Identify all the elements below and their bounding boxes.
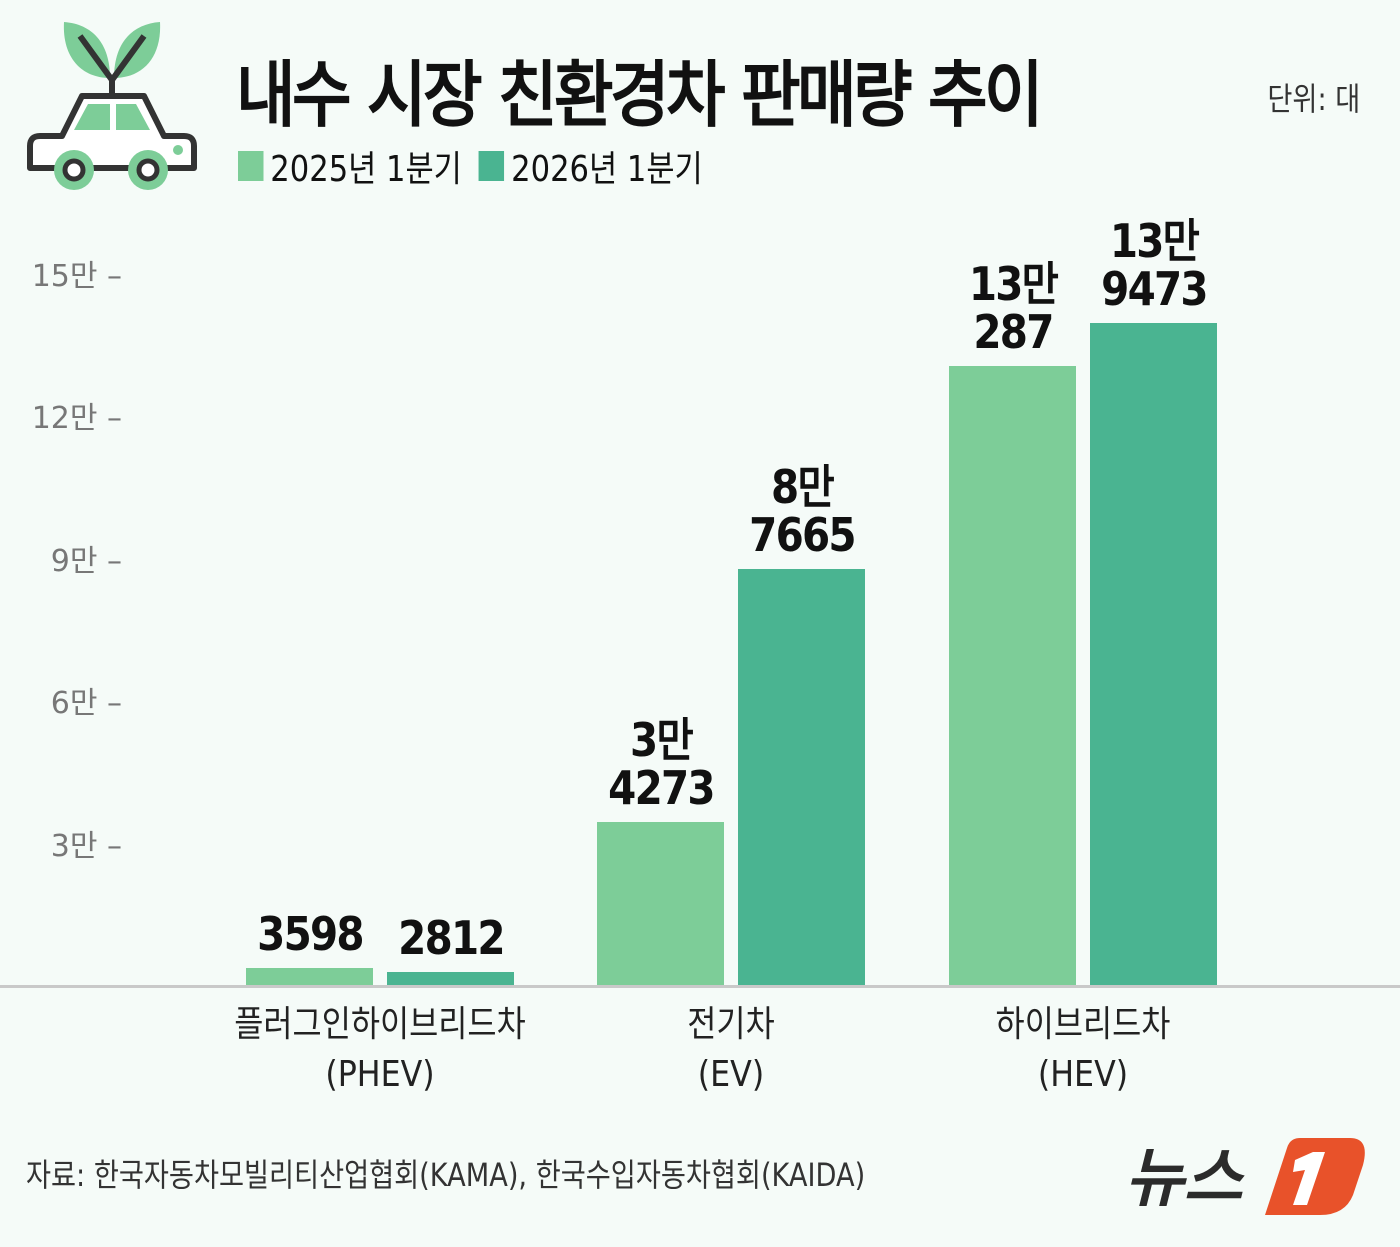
value-label: 3598 <box>210 910 410 958</box>
value-label-line: 8만 <box>770 459 835 514</box>
value-label-line: 9473 <box>1100 261 1208 316</box>
y-tick-label: 6만 – <box>50 686 122 721</box>
value-label-line: 3만 <box>629 713 694 768</box>
source-note: 자료: 한국자동차모빌리티산업협회(KAMA), 한국수입자동차협회(KAIDA… <box>26 1156 866 1194</box>
y-tick-label: 12만 – <box>31 401 122 436</box>
unit-label: 단위: 대 <box>1267 80 1360 118</box>
category-label-line: (PHEV) <box>325 1054 435 1095</box>
value-label-line: 7665 <box>748 507 856 562</box>
value-label: 3만 4273 <box>561 716 761 812</box>
category-label: 전기차 (EV) <box>555 1000 907 1100</box>
legend-swatch-2026 <box>478 151 505 181</box>
value-label-line: 287 <box>972 305 1054 360</box>
news1-logo: 뉴스 <box>1125 1138 1365 1216</box>
y-tick-label: 9만 – <box>50 543 122 579</box>
value-label-line: 13만 <box>1109 213 1199 268</box>
value-label-line: 3598 <box>256 906 364 961</box>
svg-text:뉴스: 뉴스 <box>1125 1142 1245 1216</box>
legend-label: 2025년 1분기 <box>270 149 462 190</box>
legend-item-2025: 2025년 1분기 <box>238 140 462 192</box>
category-label-line: (HEV) <box>1037 1054 1129 1095</box>
legend-label: 2026년 1분기 <box>511 149 703 190</box>
legend-swatch-2025 <box>238 151 264 181</box>
value-label-line: 2812 <box>397 910 505 965</box>
category-label: 하이브리드차 (HEV) <box>907 1000 1259 1100</box>
value-label: 13만 9473 <box>1054 217 1254 313</box>
value-label: 2812 <box>351 914 551 962</box>
bar-2025 <box>949 366 1076 985</box>
baseline-band <box>0 985 1400 1247</box>
legend: 2025년 1분기 2026년 1분기 <box>238 140 720 192</box>
legend-item-2026: 2026년 1분기 <box>478 140 703 192</box>
category-label-line: (EV) <box>697 1054 765 1095</box>
bar-2026 <box>738 568 865 985</box>
category-label-line: 전기차 <box>687 1004 775 1045</box>
value-label-line: 13만 <box>968 257 1058 312</box>
value-label: 13만 287 <box>913 260 1113 356</box>
y-tick-label: 15만 – <box>31 258 122 294</box>
value-label: 8만 7665 <box>702 463 902 559</box>
value-label-line: 4273 <box>607 761 715 816</box>
y-tick-label: 3만 – <box>50 828 122 864</box>
category-label: 플러그인하이브리드차 (PHEV) <box>204 1000 556 1100</box>
eco-car-icon <box>27 22 197 190</box>
bar-2026 <box>387 971 514 985</box>
category-label-line: 하이브리드차 <box>995 1004 1171 1045</box>
chart-title: 내수 시장 친환경차 판매량 추이 <box>236 53 1044 137</box>
category-label-line: 플러그인하이브리드차 <box>234 1004 526 1045</box>
bar-2025 <box>246 967 373 985</box>
bar-2026 <box>1090 322 1217 985</box>
bar-2025 <box>597 822 724 985</box>
